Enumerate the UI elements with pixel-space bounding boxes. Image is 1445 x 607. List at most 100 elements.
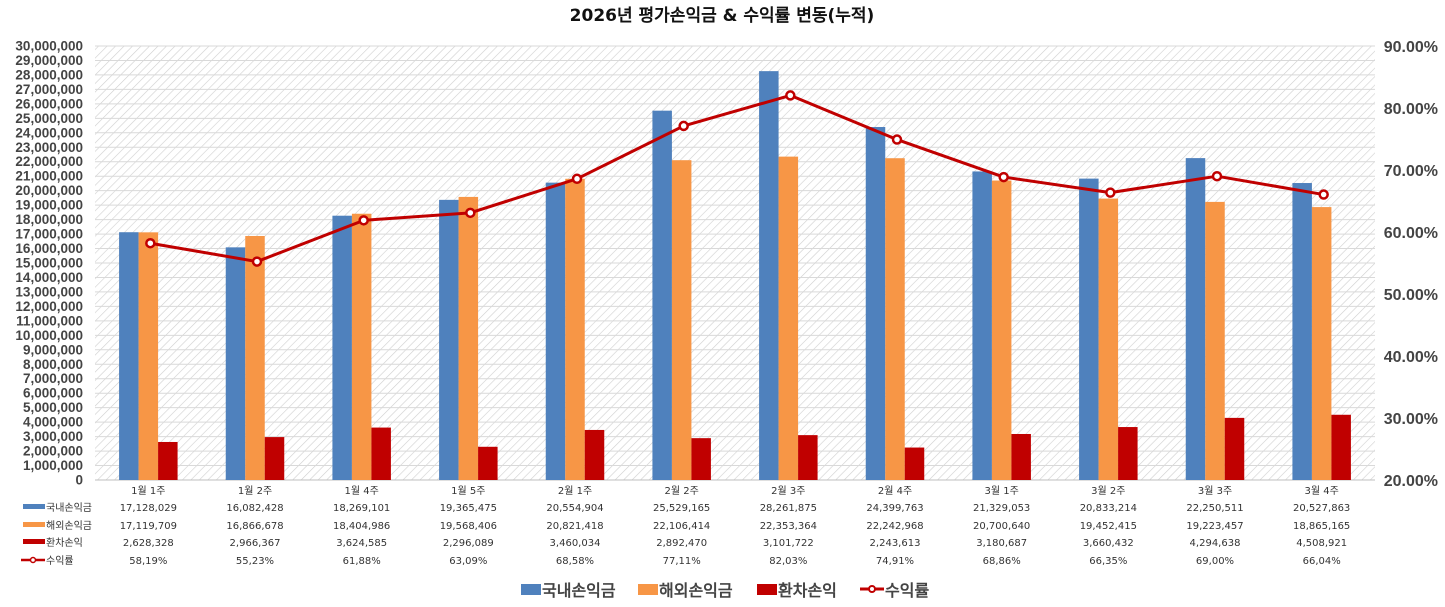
table-cell: 68,58% [556,556,594,567]
table-cell: 66,04% [1303,556,1341,567]
bar-3 [798,435,818,480]
table-cell: 19,452,415 [1080,521,1137,532]
table-cell: 66,35% [1089,556,1127,567]
y2-tick-label: 90.00% [1384,39,1438,56]
line-point [1211,170,1223,182]
bar-2 [1205,201,1225,481]
table-cell: 3,460,034 [550,538,601,549]
bar-3 [1331,414,1351,480]
y-tick-label: 15,000,000 [15,256,83,271]
x-axis: 1월 1주 1월 2주 1월 4주 1월 5주 2월 1주 2월 2주 2월 3주 2월 4주… [131,485,1339,497]
y-tick-label: 10,000,000 [15,328,83,343]
table-cell: 20,554,904 [546,503,603,514]
x-tick-label: 3월 2주 [1091,485,1125,497]
bar-1 [759,71,779,481]
y2-tick-label: 40.00% [1384,349,1438,366]
x-tick-label: 2월 3주 [771,485,805,497]
legend-label: 해외손익금 [659,581,733,600]
table-cell: 18,404,986 [333,521,390,532]
table-cell: 3,660,432 [1083,538,1134,549]
table-cell: 74,91% [876,556,914,567]
y-tick-label: 1,000,000 [23,458,83,473]
bar-1 [1185,158,1206,481]
table-cell: 18,269,101 [333,503,390,514]
x-tick-label: 2월 2주 [665,485,699,497]
y-tick-label: 19,000,000 [15,198,83,213]
bar-2 [351,213,372,480]
x-tick-label: 3월 4주 [1305,485,1339,497]
line-point [145,237,156,249]
line-point [785,90,796,101]
bar-3 [158,441,178,480]
y-tick-label: 14,000,000 [15,270,83,285]
bar-1 [332,215,352,480]
table-cell: 61,88% [343,556,381,567]
table-cell: 22,250,511 [1186,503,1243,514]
bar-3 [371,427,391,480]
bar-3 [264,437,285,480]
table-cell: 18,865,165 [1293,521,1350,532]
line-path [150,93,1324,264]
table-cell: 4,294,638 [1190,538,1241,549]
line-point [571,173,583,185]
table-row-label: 수익률 [46,555,74,567]
bar-2 [1098,198,1119,481]
bar-1 [972,171,992,480]
line-point [1318,189,1329,200]
bar-2 [671,160,692,480]
line-point [998,171,1009,183]
y-tick-label: 3,000,000 [23,429,83,444]
x-tick-label: 2월 1주 [558,485,592,497]
y-tick-label: 7,000,000 [23,371,83,386]
legend-key [521,584,541,595]
line-point [465,207,476,219]
y2-tick-label: 20.00% [1384,473,1438,490]
table-cell: 17,119,709 [120,521,177,532]
y-tick-label: 28,000,000 [15,67,83,82]
data-table: 국내손익금 17,128,029 16,082,428 18,269,101 19,36… [21,502,1350,567]
legend-key [638,584,658,595]
table-cell: 77,11% [663,556,701,567]
table-legend-marker [29,556,37,564]
y-tick-label: 21,000,000 [15,169,83,184]
table-cell: 16,866,678 [226,521,283,532]
x-tick-label: 3월 1주 [985,485,1019,497]
y-tick-label: 6,000,000 [23,386,83,401]
y2-tick-label: 70.00% [1384,163,1438,180]
legend-label: 수익률 [885,581,929,600]
table-cell: 17,128,029 [120,503,177,514]
x-tick-label: 1월 1주 [131,485,165,497]
table-cell: 25,529,165 [653,503,710,514]
y2-tick-label: 80.00% [1384,101,1438,118]
bar-1 [1292,183,1312,480]
table-cell: 69,00% [1196,556,1234,567]
line-point [1105,187,1116,198]
y-tick-label: 17,000,000 [15,227,83,242]
table-cell: 21,329,053 [973,503,1030,514]
table-row-label: 해외손익금 [46,519,92,532]
bar-3 [1011,433,1031,480]
x-tick-label: 1월 5주 [451,485,485,497]
bar-3 [904,447,925,480]
line-point [678,120,689,132]
table-legend-key [23,539,45,544]
y-tick-label: 11,000,000 [16,313,83,328]
table-cell: 19,568,406 [440,521,497,532]
bar-1 [225,247,246,480]
table-cell: 2,966,367 [230,538,281,549]
y-tick-label: 30,000,000 [15,39,83,54]
y2-tick-label: 30.00% [1384,411,1438,428]
y-tick-label: 25,000,000 [15,111,83,126]
bar-2 [885,158,905,481]
bar-1 [865,127,886,481]
x-tick-label: 1월 4주 [345,485,379,497]
table-row-label: 환차손익 [46,537,83,549]
table-cell: 20,527,863 [1293,503,1350,514]
table-cell: 22,242,968 [866,521,923,532]
bar-1 [119,232,139,480]
table-cell: 82,03% [769,556,807,567]
line-point [251,256,263,267]
table-cell: 2,243,613 [870,538,921,549]
table-cell: 22,353,364 [760,521,817,532]
